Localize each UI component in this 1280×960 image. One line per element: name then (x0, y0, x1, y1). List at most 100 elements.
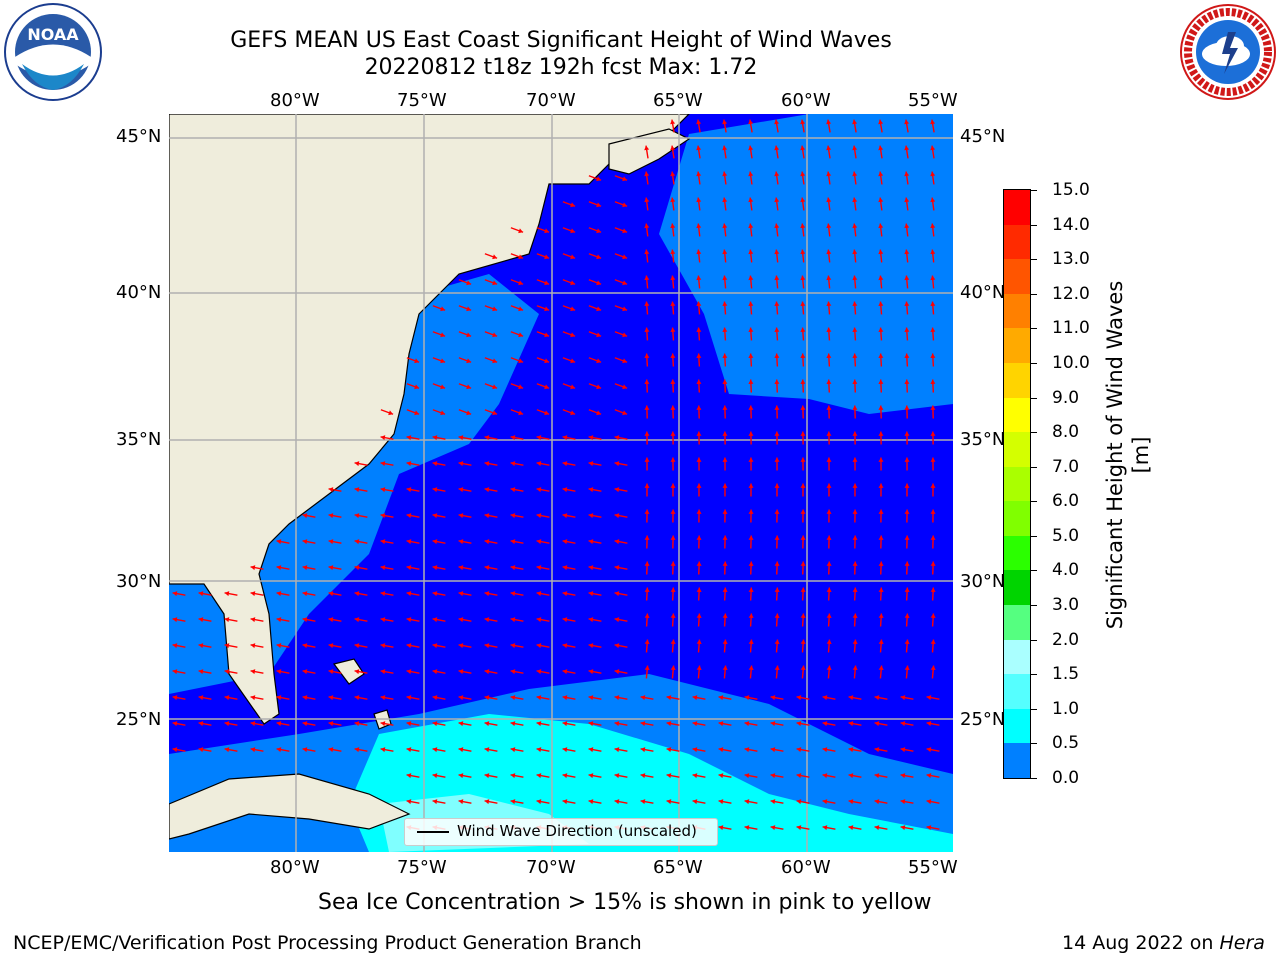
wave-direction-arrow (774, 561, 780, 575)
wave-direction-arrow (722, 301, 728, 315)
wave-direction-arrow (354, 591, 368, 597)
wave-direction-arrow (380, 565, 394, 571)
map-canvas[interactable] (168, 113, 953, 852)
wave-direction-arrow (536, 617, 550, 623)
wave-direction-arrow (926, 721, 940, 727)
wave-direction-arrow (458, 773, 472, 779)
wave-direction-arrow (432, 669, 446, 675)
wave-direction-arrow (484, 279, 498, 286)
wave-direction-arrow (852, 535, 858, 549)
wave-direction-arrow (774, 145, 780, 159)
wave-direction-arrow (458, 695, 472, 701)
wave-direction-arrow (536, 409, 550, 416)
colorbar-segment (1004, 328, 1030, 364)
svg-text:NOAA: NOAA (27, 25, 79, 44)
colorbar-tick-label: 15.0 (1052, 180, 1090, 200)
wave-direction-arrow (458, 565, 472, 571)
wave-direction-arrow (510, 695, 524, 701)
wave-direction-arrow (484, 695, 498, 701)
wave-direction-arrow (722, 379, 728, 393)
wave-direction-arrow (588, 721, 602, 727)
colorbar-tick-label: 0.0 (1052, 768, 1080, 788)
wave-direction-arrow (484, 721, 498, 727)
wave-direction-arrow (328, 591, 342, 597)
wave-direction-arrow (588, 643, 602, 649)
wave-direction-arrow (774, 301, 780, 315)
wave-direction-arrow (826, 249, 832, 263)
wave-direction-arrow (536, 331, 550, 338)
wave-direction-arrow (852, 483, 858, 497)
wave-direction-arrow (536, 773, 550, 779)
wave-direction-arrow (904, 197, 910, 211)
wave-direction-arrow (878, 145, 884, 159)
lat-label-left-30n: 30°N (116, 571, 162, 592)
wave-direction-arrow (458, 305, 472, 312)
wave-direction-arrow (562, 747, 576, 753)
wave-direction-arrow (878, 353, 884, 367)
wave-direction-arrow (536, 279, 550, 286)
wave-direction-arrow (826, 119, 832, 133)
wave-direction-arrow (406, 799, 420, 805)
wave-direction-arrow (774, 509, 780, 523)
wave-direction-arrow (874, 773, 888, 779)
wave-direction-arrow (722, 639, 728, 653)
wave-direction-arrow (432, 721, 446, 727)
wave-direction-arrow (900, 825, 914, 831)
wave-direction-arrow (406, 721, 420, 727)
wave-direction-arrow (276, 695, 290, 701)
wave-direction-arrow (644, 483, 650, 497)
colorbar-segment (1004, 743, 1030, 779)
lon-label-bottom-80w: 80°W (270, 857, 320, 878)
lat-label-left-40n: 40°N (116, 282, 162, 303)
colorbar-tick-label: 5.0 (1052, 525, 1080, 546)
wave-direction-arrow (614, 357, 628, 364)
wave-direction-arrow (696, 379, 702, 393)
wave-direction-arrow (670, 639, 676, 653)
wave-direction-arrow (406, 773, 420, 779)
colorbar-tick-mark (1031, 743, 1037, 745)
wave-direction-arrow (826, 171, 832, 185)
wave-direction-arrow (670, 249, 676, 263)
wave-direction-arrow (852, 327, 858, 341)
wave-direction-arrow (644, 613, 650, 627)
wave-direction-arrow (172, 747, 186, 753)
wave-direction-arrow (774, 535, 780, 549)
wave-direction-arrow (722, 665, 728, 679)
wave-direction-arrow (696, 561, 702, 575)
wave-direction-arrow (800, 613, 806, 627)
wave-direction-arrow (354, 461, 368, 467)
wave-direction-arrow (172, 669, 186, 675)
wave-direction-arrow (874, 799, 888, 805)
wave-direction-arrow (800, 197, 806, 211)
wave-direction-arrow (276, 643, 290, 649)
wave-direction-arrow (826, 665, 832, 679)
wave-direction-arrow (640, 799, 654, 805)
wave-direction-arrow (644, 457, 650, 471)
wave-direction-arrow (562, 227, 576, 234)
wave-direction-arrow (722, 197, 728, 211)
wave-direction-arrow (224, 721, 238, 727)
wave-direction-arrow (900, 721, 914, 727)
wave-direction-arrow (536, 799, 550, 805)
map-panel[interactable]: Wind Wave Direction (unscaled) (168, 113, 953, 852)
colorbar-tick-label: 4.0 (1052, 560, 1080, 581)
wave-direction-arrow (748, 405, 754, 419)
lat-label-left-45n: 45°N (116, 126, 162, 147)
wave-direction-arrow (696, 353, 702, 367)
wave-direction-arrow (276, 539, 290, 545)
wave-direction-arrow (878, 431, 884, 445)
wave-direction-arrow (484, 461, 498, 467)
wave-direction-arrow (748, 327, 754, 341)
wave-direction-arrow (536, 695, 550, 701)
wave-direction-arrow (198, 591, 212, 597)
wave-direction-arrow (696, 483, 702, 497)
wave-direction-arrow (822, 825, 836, 831)
wave-direction-arrow (822, 747, 836, 753)
wave-direction-arrow (670, 223, 676, 237)
wave-direction-arrow (510, 799, 524, 805)
wave-direction-arrow (904, 405, 910, 419)
lon-label-bottom-60w: 60°W (781, 857, 831, 878)
wave-direction-arrow (670, 509, 676, 523)
wave-direction-arrow (458, 435, 472, 441)
wave-direction-arrow (510, 565, 524, 571)
